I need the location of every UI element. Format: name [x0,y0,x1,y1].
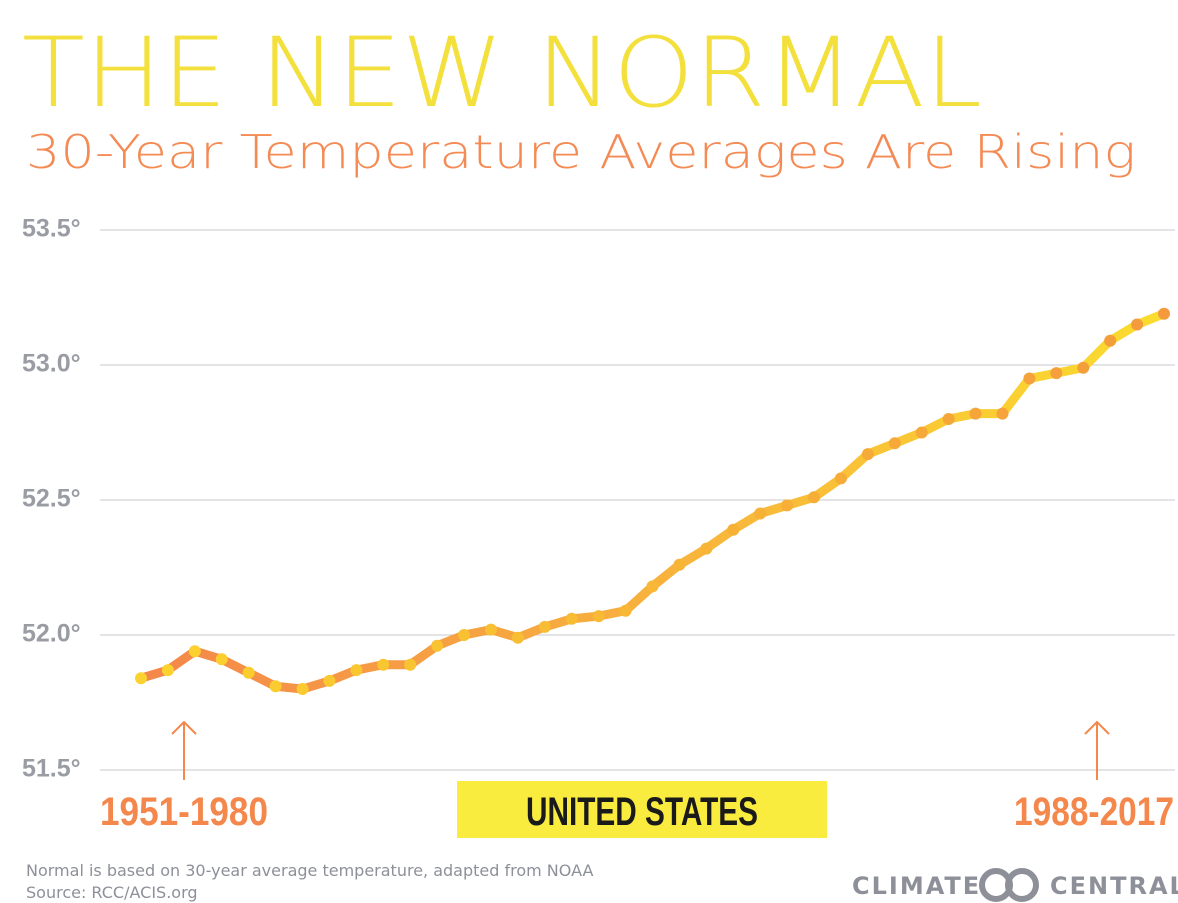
point [888,437,901,450]
point [754,507,767,520]
point [431,639,444,652]
point [161,664,174,677]
point [1023,372,1036,385]
point [700,542,713,555]
plot [135,307,1170,695]
region-label: UNITED STATES [526,790,758,834]
point [996,407,1009,420]
point [135,672,147,685]
point [915,426,928,439]
point [592,610,605,623]
point [538,620,551,633]
y-tick-label: 51.5° [22,755,81,783]
end-label: 1988-2017 [1014,790,1174,834]
point [1104,334,1117,347]
point [1077,361,1090,374]
grid: 51.5° 52.0° 52.5° 53.0° 53.5° [22,215,1175,783]
y-tick-label: 52.5° [22,485,81,513]
region-box [457,781,827,838]
point [296,683,309,695]
point [1050,367,1063,380]
footnote: Normal is based on 30-year average tempe… [26,861,593,880]
point [511,631,524,644]
y-tick-label: 53.0° [22,350,81,378]
arrow [1084,720,1110,780]
point [404,658,417,671]
point [1158,307,1170,320]
point [1131,318,1144,331]
point [834,472,847,485]
point [727,523,740,536]
point [969,407,982,420]
logo-icon [979,868,1039,902]
point [242,666,255,679]
line [136,309,1169,694]
point [215,653,228,666]
point [458,629,471,641]
arrow [171,720,197,780]
point [781,499,794,512]
logo-text: CLIMATE [852,872,981,900]
y-tick-label: 53.5° [22,215,81,243]
footnote: Source: RCC/ACIS.org [26,883,198,902]
chart-title: THE NEW NORMAL [22,17,982,129]
point [942,413,955,425]
point [484,623,497,636]
point [646,580,659,593]
point [188,645,201,658]
point [673,558,686,571]
chart-subtitle: 30-Year Temperature Averages Are Rising [26,125,1136,179]
logo-text: CENTRAL [1050,872,1178,900]
point [619,604,632,617]
point [377,658,390,671]
y-tick-label: 52.0° [22,620,81,648]
point [861,448,874,461]
point [350,664,363,677]
start-label: 1951-1980 [100,790,268,834]
point [565,612,578,625]
point [808,491,821,504]
point [269,680,282,693]
point [323,674,336,687]
